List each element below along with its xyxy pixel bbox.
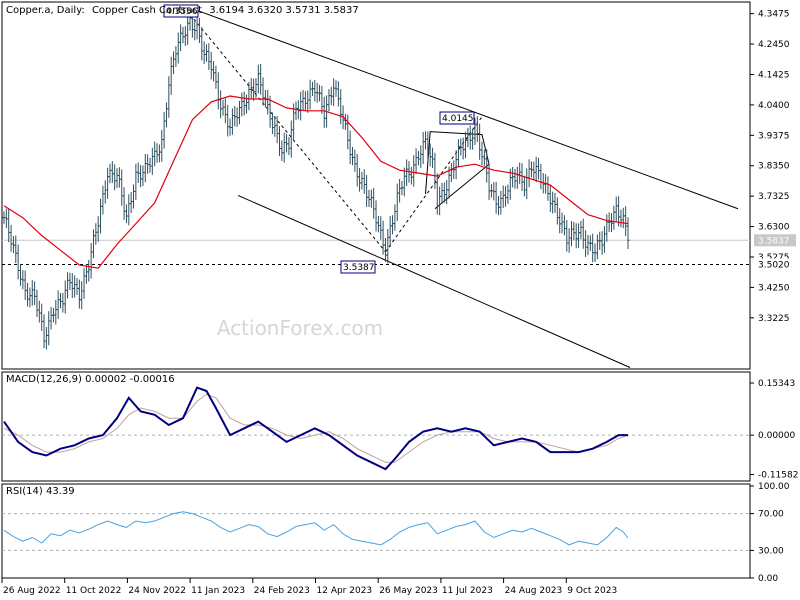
price-annotation-box — [163, 4, 199, 18]
price-bar — [626, 217, 630, 249]
ohlc-values: 3.6194 3.6320 3.5731 3.5837 — [209, 5, 359, 16]
flag-pattern-outline — [424, 131, 490, 210]
time-axis-label: 24 Nov 2022 — [128, 586, 186, 596]
price-axis-label: 4.3475 — [758, 10, 790, 20]
macd-main-line — [3, 386, 628, 471]
description-label: Copper Cash Contract — [92, 5, 202, 16]
price-axis-label: 3.5275 — [758, 253, 790, 263]
price-axis-label: 4.1425 — [758, 70, 790, 80]
price-bars — [2, 10, 630, 350]
symbol-label: Copper.a, Daily: — [6, 5, 85, 16]
channel-upper-trendline — [187, 6, 739, 210]
macd-axis: 0.15343 0.00000 -0.11582 — [750, 379, 798, 480]
price-axis-label: 3.3225 — [758, 314, 790, 324]
moving-average — [3, 95, 629, 269]
time-axis-label: 11 Jan 2023 — [191, 586, 245, 596]
macd-title: MACD(12,26,9) 0.00002 -0.00016 — [6, 374, 175, 385]
rsi-axis: 100.00 70.00 30.00 0.00 — [750, 482, 790, 584]
macd-signal-line — [3, 393, 629, 463]
price-axis-label: 3.9375 — [758, 131, 790, 141]
price-axis-label: 4.0400 — [758, 101, 790, 111]
price-levels — [2, 239, 750, 266]
price-annotation-label: 4.0145 — [442, 114, 474, 124]
price-axis-label: 4.2450 — [758, 40, 790, 50]
watermark: ActionForex.com — [217, 316, 383, 340]
support-level-tag — [754, 258, 796, 271]
price-annotation-label: 4.3556 — [166, 7, 198, 17]
price-axis-label: 3.8350 — [758, 162, 790, 172]
time-axis-label: 9 Oct 2023 — [567, 586, 617, 596]
rsi-axis-label: 30.00 — [758, 546, 784, 556]
price-axis-label: 3.7325 — [758, 192, 790, 202]
macd-axis-label: 0.15343 — [758, 379, 795, 389]
price-panel-frame — [1, 1, 751, 370]
rsi-line — [3, 511, 629, 546]
rsi-title: RSI(14) 43.39 — [6, 486, 75, 497]
price-annotation-box — [340, 260, 376, 274]
chart-header: Copper.a, Daily: Copper Cash Contract 3.… — [6, 5, 359, 16]
time-axis-label: 12 Apr 2023 — [317, 586, 373, 596]
price-axis-label: 3.6300 — [758, 223, 790, 233]
time-axis-label: 26 May 2023 — [379, 586, 438, 596]
time-axis-label: 11 Jul 2023 — [442, 586, 493, 596]
moving-average-line — [3, 95, 629, 269]
support-level-tag-label: 3.5020 — [758, 261, 790, 271]
rsi-axis-label: 100.00 — [758, 482, 790, 492]
time-axis-label: 11 Oct 2022 — [66, 586, 122, 596]
time-axis: 26 Aug 2022 11 Oct 2022 24 Nov 2022 11 Jan … — [1, 578, 617, 596]
macd-panel-frame — [1, 371, 751, 482]
time-axis-label: 24 Aug 2023 — [505, 586, 563, 596]
macd-axis-label: 0.00000 — [758, 431, 795, 441]
current-price-tag — [754, 234, 796, 247]
current-price-tag-label: 3.5837 — [758, 236, 790, 246]
price-axis: 3.3225 3.4250 3.5275 3.6300 3.7325 3.8350 3.93… — [750, 10, 796, 324]
price-annotation-label: 3.5387 — [343, 263, 375, 273]
price-annotation-box — [439, 111, 475, 125]
channel-lower-trendline — [237, 194, 631, 368]
time-axis-label: 24 Feb 2023 — [254, 586, 310, 596]
price-annotations: 4.3556 3.5387 4.0145 — [163, 4, 475, 274]
macd-axis-label: -0.11582 — [758, 470, 798, 480]
macd-indicator — [2, 386, 750, 471]
rsi-axis-label: 70.00 — [758, 510, 784, 520]
time-axis-label: 26 Aug 2022 — [3, 586, 61, 596]
rsi-indicator — [2, 511, 750, 551]
rsi-panel-frame — [1, 483, 751, 579]
rsi-axis-label: 0.00 — [758, 574, 778, 584]
price-axis-label: 3.4250 — [758, 283, 790, 293]
